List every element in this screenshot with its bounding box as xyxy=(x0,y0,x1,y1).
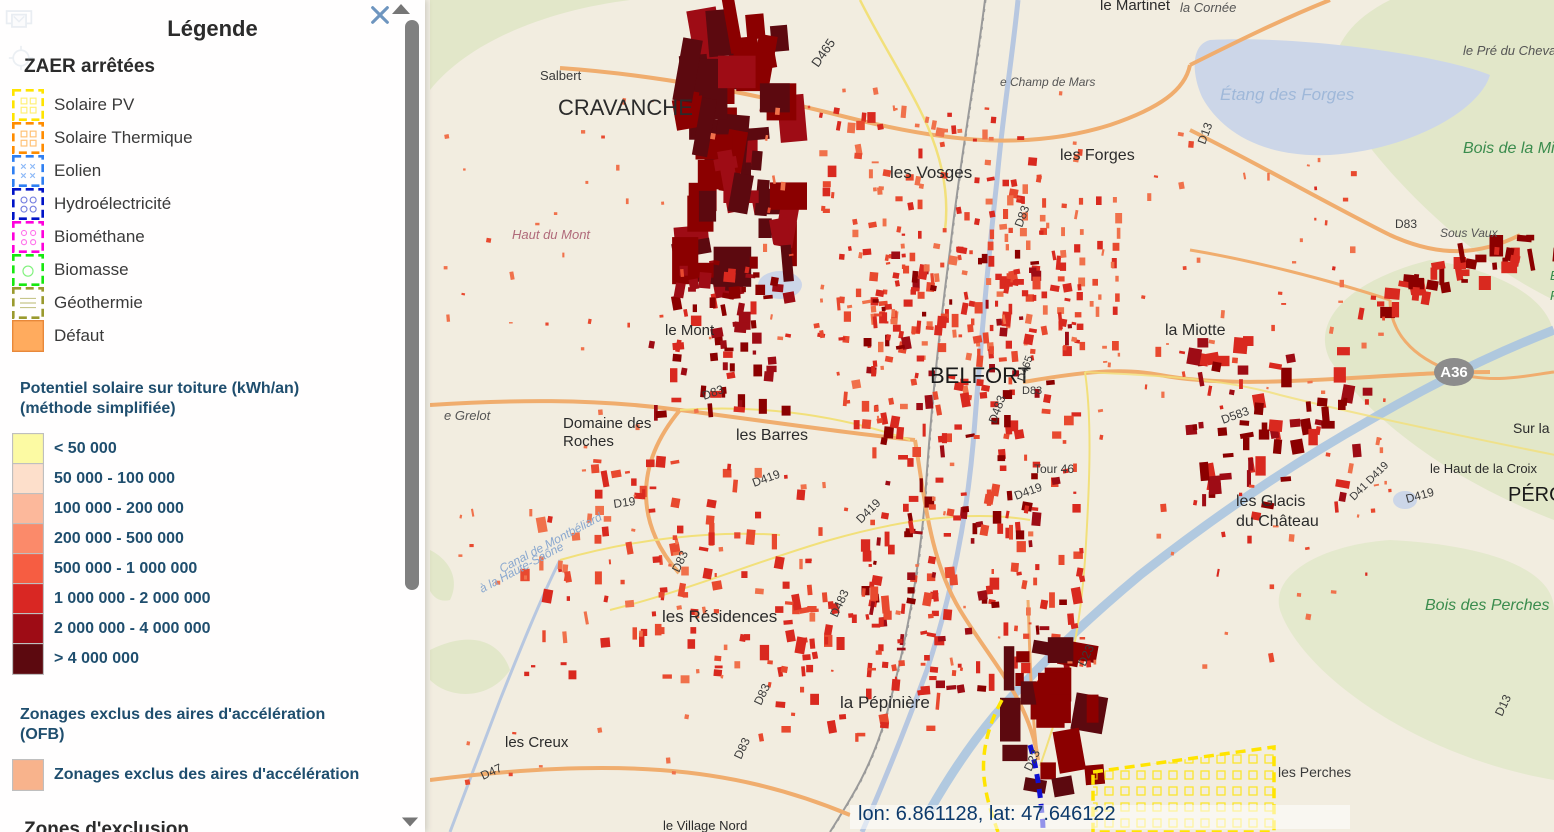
svg-text:Bois de la Miotte: Bois de la Miotte xyxy=(1463,140,1554,157)
svg-text:A36: A36 xyxy=(1440,364,1468,381)
svg-text:Bois a: Bois a xyxy=(1550,268,1554,283)
svg-text:le Haut de la Croix: le Haut de la Croix xyxy=(1430,461,1537,476)
svg-text:Sur la Lile: Sur la Lile xyxy=(1513,420,1554,436)
svg-text:la Miotte: la Miotte xyxy=(1165,322,1226,339)
svg-text:le Village Nord: le Village Nord xyxy=(663,818,747,832)
svg-text:Sous Vaux: Sous Vaux xyxy=(1440,226,1499,240)
svg-text:D83: D83 xyxy=(1395,217,1417,231)
svg-text:les Creux: les Creux xyxy=(505,734,569,751)
svg-text:les Résidences: les Résidences xyxy=(662,607,777,626)
svg-text:Bois des Perches: Bois des Perches xyxy=(1425,597,1550,614)
svg-text:les Barres: les Barres xyxy=(736,427,808,444)
svg-text:Salbert: Salbert xyxy=(540,68,582,83)
svg-text:Domaine des: Domaine des xyxy=(563,415,651,432)
svg-text:les Vosges: les Vosges xyxy=(890,163,972,182)
svg-text:le Martinet: le Martinet xyxy=(1100,0,1171,14)
svg-text:les Forges: les Forges xyxy=(1060,147,1135,164)
svg-text:la Cornée: la Cornée xyxy=(1180,0,1236,15)
svg-text:Étang des Forges: Étang des Forges xyxy=(1220,85,1355,104)
svg-text:e Grelot: e Grelot xyxy=(444,408,492,423)
svg-text:le Mont: le Mont xyxy=(665,322,715,339)
svg-text:D83: D83 xyxy=(1022,385,1042,397)
svg-text:Tour 46: Tour 46 xyxy=(1034,462,1074,476)
svg-text:e Champ de Mars: e Champ de Mars xyxy=(1000,75,1095,89)
svg-text:les Perches: les Perches xyxy=(1278,764,1351,780)
svg-text:Roches: Roches xyxy=(563,433,614,450)
svg-text:Haut du Mont: Haut du Mont xyxy=(512,227,591,242)
svg-text:CRAVANCHE: CRAVANCHE xyxy=(558,95,693,120)
svg-text:les Glacis: les Glacis xyxy=(1236,493,1305,510)
svg-text:PÉROUSE: PÉROUSE xyxy=(1508,483,1554,506)
svg-text:la Pépinière: la Pépinière xyxy=(840,693,930,712)
svg-text:le Pré du Cheval: le Pré du Cheval xyxy=(1463,43,1554,58)
svg-text:Fourch: Fourch xyxy=(1550,288,1554,303)
svg-text:du Château: du Château xyxy=(1236,513,1319,530)
